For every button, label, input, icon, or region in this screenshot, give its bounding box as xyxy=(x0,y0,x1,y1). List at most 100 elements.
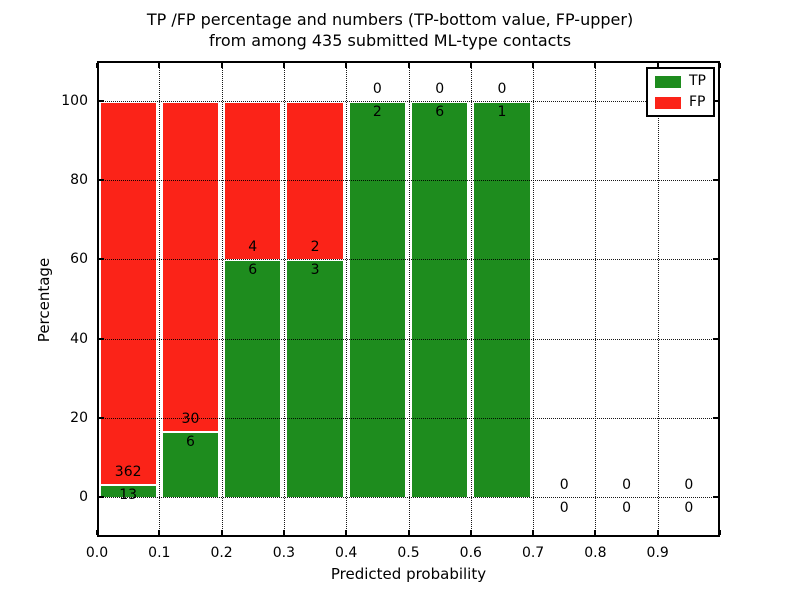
x-tick-mark-bottom xyxy=(656,530,659,535)
y-tick-mark-left xyxy=(99,496,104,499)
y-tick-label-40: 40 xyxy=(70,330,88,347)
x-tick-mark-bottom xyxy=(96,530,98,535)
tp-count-label-0.9: 0 xyxy=(684,500,694,517)
x-tick-label-0.9: 0.9 xyxy=(646,545,669,561)
gridline-x-0.2 xyxy=(221,61,223,537)
bar-tp-0.4 xyxy=(347,100,407,498)
y-tick-mark-left xyxy=(99,337,104,340)
fp-count-label-0.3: 2 xyxy=(310,239,320,256)
chart-title: TP /FP percentage and numbers (TP-bottom… xyxy=(60,9,720,51)
x-tick-label-0.2: 0.2 xyxy=(210,545,233,561)
fp-color-swatch xyxy=(655,96,681,109)
x-tick-label-0.6: 0.6 xyxy=(459,545,482,561)
tp-count-label-0.1: 6 xyxy=(185,434,195,451)
bar-fp-0.1 xyxy=(160,100,221,432)
tp-count-label-0.7: 0 xyxy=(559,500,569,517)
y-tick-mark-right xyxy=(713,417,718,419)
y-tick-mark-left xyxy=(99,99,104,102)
x-tick-label-0.5: 0.5 xyxy=(397,545,420,561)
gridline-x-0.6 xyxy=(470,61,472,537)
bar-tp-0.6 xyxy=(472,100,532,498)
y-tick-mark-right xyxy=(713,179,718,181)
y-tick-mark-left xyxy=(99,417,104,419)
x-tick-label-0.7: 0.7 xyxy=(521,545,545,561)
x-axis-label: Predicted probability xyxy=(330,565,487,583)
tp-count-label-0.3: 3 xyxy=(310,262,320,279)
tp-count-label-0.0: 13 xyxy=(119,486,138,503)
x-tick-label-0.1: 0.1 xyxy=(148,545,171,561)
x-tick-label-0.3: 0.3 xyxy=(272,545,296,561)
legend-entry-tp: TP xyxy=(655,74,706,89)
legend-entry-fp: FP xyxy=(655,95,706,110)
chart-title-line1: TP /FP percentage and numbers (TP-bottom… xyxy=(146,10,634,29)
x-tick-label-0.0: 0.0 xyxy=(85,545,109,561)
x-tick-mark-top xyxy=(96,63,98,68)
x-tick-mark-top xyxy=(407,63,410,68)
x-tick-mark-bottom xyxy=(407,530,410,535)
fp-count-label-0.1: 30 xyxy=(181,411,200,428)
y-tick-mark-left xyxy=(99,258,104,261)
y-tick-mark-left xyxy=(99,179,104,181)
x-tick-mark-top xyxy=(345,63,348,68)
bar-tp-0.1 xyxy=(160,431,221,498)
chart-title-line2: from among 435 submitted ML-type contact… xyxy=(208,31,572,50)
x-tick-mark-bottom xyxy=(345,530,348,535)
x-tick-mark-bottom xyxy=(282,530,285,535)
x-tick-mark-top xyxy=(656,63,659,68)
legend: TP FP xyxy=(646,67,715,117)
gridline-x-0.7 xyxy=(533,61,535,537)
fp-count-label-0.5: 0 xyxy=(435,80,445,97)
tp-count-label-0.2: 6 xyxy=(248,262,258,279)
y-tick-mark-right xyxy=(713,258,718,261)
fp-count-label-0.9: 0 xyxy=(684,477,694,494)
gridline-x-0.9 xyxy=(657,61,659,537)
bar-tp-0.2 xyxy=(223,259,283,498)
fp-count-label-0.8: 0 xyxy=(622,477,631,494)
x-tick-mark-bottom xyxy=(594,530,597,535)
y-tick-label-80: 80 xyxy=(70,172,88,188)
fp-count-label-0.6: 0 xyxy=(497,80,507,97)
legend-label-tp: TP xyxy=(689,73,706,89)
gridline-x-0.1 xyxy=(159,61,161,537)
bar-tp-0.5 xyxy=(410,100,470,498)
x-tick-mark-bottom xyxy=(719,530,721,535)
x-tick-mark-top xyxy=(594,63,597,68)
legend-label-fp: FP xyxy=(689,94,706,110)
gridline-x-0.3 xyxy=(283,61,285,537)
fp-count-label-0.0: 362 xyxy=(114,463,142,480)
x-tick-mark-top xyxy=(469,63,472,68)
x-tick-mark-bottom xyxy=(469,530,472,535)
x-tick-label-0.8: 0.8 xyxy=(584,545,607,561)
tp-count-label-0.4: 2 xyxy=(372,103,382,120)
y-tick-label-60: 60 xyxy=(70,251,88,268)
y-tick-mark-right xyxy=(713,99,718,102)
tp-color-swatch xyxy=(655,75,681,88)
x-tick-mark-top xyxy=(158,63,161,68)
y-tick-label-20: 20 xyxy=(70,410,88,426)
x-tick-mark-bottom xyxy=(532,530,535,535)
x-tick-mark-top xyxy=(282,63,285,68)
x-tick-mark-top xyxy=(532,63,535,68)
fp-count-label-0.2: 4 xyxy=(248,239,258,256)
bar-tp-0.3 xyxy=(285,259,345,498)
gridline-x-0.8 xyxy=(595,61,597,537)
x-tick-mark-bottom xyxy=(158,530,161,535)
x-tick-mark-top xyxy=(220,63,223,68)
bar-tp-0.0 xyxy=(98,483,158,498)
y-tick-mark-right xyxy=(713,337,718,340)
tp-count-label-0.5: 6 xyxy=(435,103,445,120)
fp-count-label-0.4: 0 xyxy=(372,80,382,97)
y-tick-label-0: 0 xyxy=(79,489,88,506)
y-tick-label-100: 100 xyxy=(61,92,88,109)
tp-count-label-0.8: 0 xyxy=(622,500,631,517)
gridline-x-0.4 xyxy=(346,61,348,537)
x-tick-mark-top xyxy=(719,63,721,68)
x-tick-mark-bottom xyxy=(220,530,223,535)
gridline-x-0.5 xyxy=(408,61,410,537)
tp-count-label-0.6: 1 xyxy=(497,103,507,120)
bar-fp-0.0 xyxy=(98,100,158,484)
fp-count-label-0.7: 0 xyxy=(559,477,569,494)
y-tick-mark-right xyxy=(713,496,718,499)
x-tick-label-0.4: 0.4 xyxy=(335,545,358,561)
